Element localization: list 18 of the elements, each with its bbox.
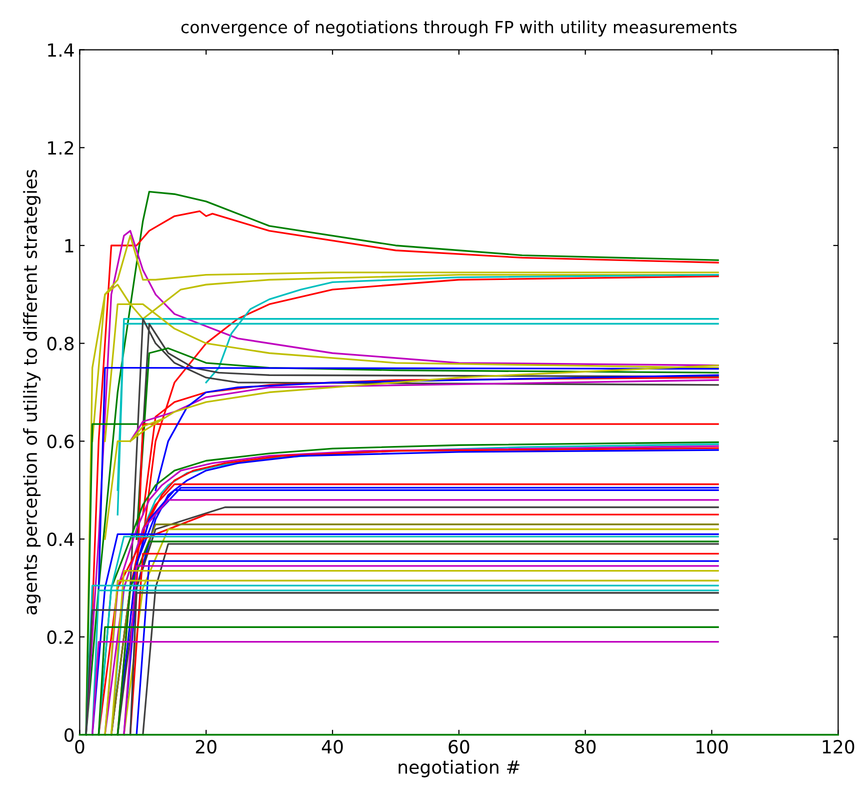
chart-title: convergence of negotiations through FP with utility measurements <box>181 20 737 37</box>
y-tick-label: 0.6 <box>47 434 74 448</box>
x-tick-label: 40 <box>322 740 343 754</box>
x-tick-label: 20 <box>196 740 216 754</box>
y-tick-label: 1.4 <box>48 43 74 57</box>
x-tick-label: 100 <box>696 740 728 754</box>
x-axis-title: negotiation # <box>398 760 520 778</box>
y-axis-title: agents perception of utility to different strategies <box>23 170 41 614</box>
y-tick-label: 0 <box>64 728 74 742</box>
x-tick-label: 0 <box>75 740 84 754</box>
x-tick-label: 120 <box>822 740 854 754</box>
x-tick-label: 80 <box>575 740 596 754</box>
y-tick-label: 1.2 <box>48 141 74 154</box>
y-tick-label: 0.8 <box>47 336 74 350</box>
y-tick-label: 1 <box>65 239 74 252</box>
x-tick-label: 60 <box>448 740 470 754</box>
y-tick-label: 0.2 <box>47 630 74 644</box>
y-tick-label: 0.4 <box>47 532 74 546</box>
